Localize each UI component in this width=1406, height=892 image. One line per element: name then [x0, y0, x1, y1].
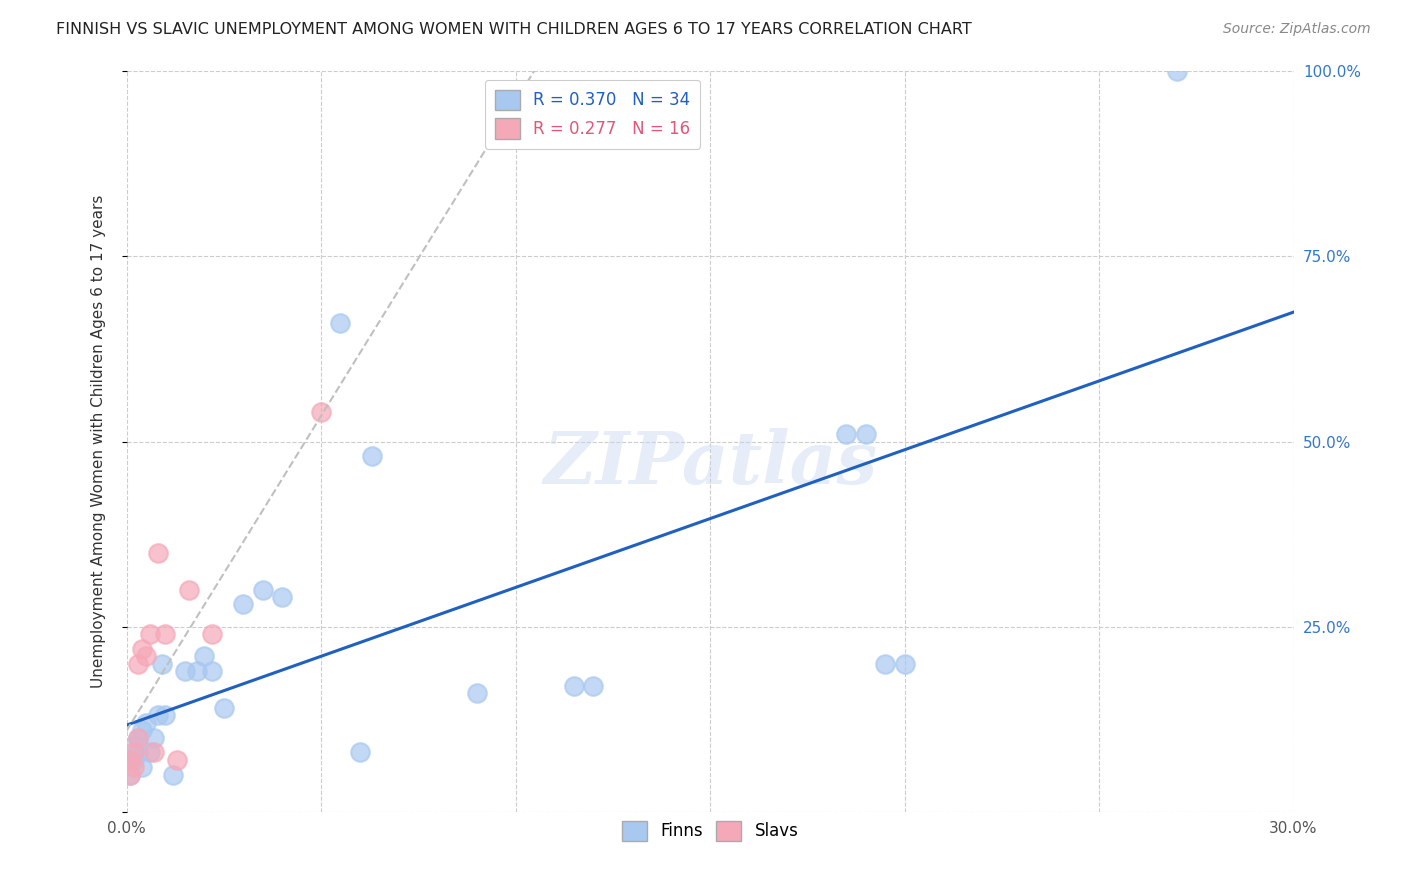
Y-axis label: Unemployment Among Women with Children Ages 6 to 17 years: Unemployment Among Women with Children A…: [91, 194, 105, 689]
Point: [120, 753, 142, 767]
Point: [127, 731, 149, 745]
Point: [120, 753, 142, 767]
Point: [127, 746, 149, 760]
Point: [166, 753, 188, 767]
Point: [309, 405, 332, 419]
Point: [135, 715, 157, 730]
Point: [124, 753, 146, 767]
Point: [562, 679, 585, 693]
Point: [212, 701, 235, 715]
Point: [124, 738, 146, 752]
Point: [1166, 64, 1188, 78]
Point: [131, 760, 153, 774]
Text: ZIPatlas: ZIPatlas: [543, 428, 877, 500]
Legend: Finns, Slavs: Finns, Slavs: [614, 814, 806, 847]
Point: [201, 664, 224, 678]
Point: [142, 746, 165, 760]
Point: [142, 731, 165, 745]
Point: [146, 708, 169, 723]
Point: [582, 679, 605, 693]
Point: [252, 582, 274, 597]
Point: [155, 708, 177, 723]
Point: [360, 450, 382, 464]
Point: [127, 731, 149, 745]
Point: [135, 649, 157, 664]
Point: [139, 746, 162, 760]
Point: [139, 627, 162, 641]
Point: [131, 641, 153, 656]
Point: [146, 546, 169, 560]
Point: [127, 657, 149, 671]
Point: [875, 657, 897, 671]
Point: [186, 664, 208, 678]
Text: FINNISH VS SLAVIC UNEMPLOYMENT AMONG WOMEN WITH CHILDREN AGES 6 TO 17 YEARS CORR: FINNISH VS SLAVIC UNEMPLOYMENT AMONG WOM…: [56, 22, 972, 37]
Point: [465, 686, 488, 700]
Point: [162, 767, 184, 781]
Point: [329, 316, 352, 330]
Point: [893, 657, 915, 671]
Point: [174, 664, 197, 678]
Point: [201, 627, 224, 641]
Point: [124, 746, 146, 760]
Point: [349, 746, 371, 760]
Point: [232, 598, 254, 612]
Point: [131, 723, 153, 738]
Point: [150, 657, 173, 671]
Point: [177, 582, 200, 597]
Point: [124, 760, 146, 774]
Point: [855, 427, 877, 442]
Point: [835, 427, 858, 442]
Point: [120, 767, 142, 781]
Text: Source: ZipAtlas.com: Source: ZipAtlas.com: [1223, 22, 1371, 37]
Point: [271, 590, 294, 604]
Point: [155, 627, 177, 641]
Point: [120, 767, 142, 781]
Point: [193, 649, 215, 664]
